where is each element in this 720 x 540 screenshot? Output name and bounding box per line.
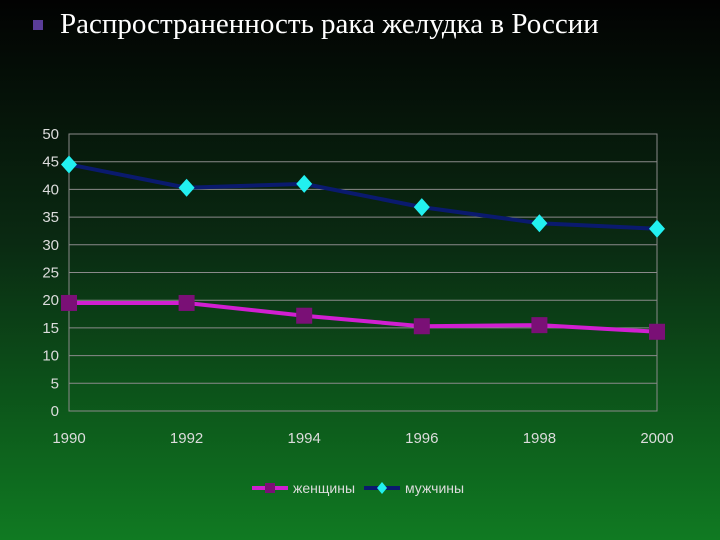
- gridlines: [69, 133, 657, 412]
- slide-title: Распространенность рака желудка в России: [30, 8, 710, 48]
- legend-marker-diamond: [377, 482, 387, 494]
- legend-marker-square: [265, 483, 275, 493]
- y-axis-ticks: 0 5 10 15 20 25 30 35 40 45 50: [42, 126, 59, 420]
- legend-label: женщины: [293, 480, 355, 496]
- y-tick-label: 50: [42, 126, 59, 143]
- x-tick-label: 1994: [288, 430, 321, 447]
- data-point-diamond: [531, 214, 548, 233]
- y-tick-label: 10: [42, 348, 59, 365]
- data-point-square: [61, 294, 77, 311]
- data-point-square: [649, 323, 665, 340]
- x-tick-label: 1998: [523, 430, 556, 447]
- legend-label: мужчины: [405, 480, 464, 496]
- data-point-square: [296, 307, 313, 324]
- legend: женщины мужчины: [252, 480, 464, 496]
- y-tick-label: 35: [42, 209, 59, 226]
- series-markers: [61, 155, 665, 340]
- square-bullet-icon: [33, 20, 43, 30]
- data-point-square: [178, 294, 195, 311]
- y-tick-label: 25: [42, 265, 59, 282]
- data-point-diamond: [413, 198, 430, 217]
- y-tick-label: 15: [42, 320, 59, 337]
- x-tick-label: 1996: [405, 430, 438, 447]
- y-tick-label: 0: [51, 403, 59, 420]
- data-point-diamond: [649, 219, 665, 238]
- series-lines: [68, 162, 658, 334]
- y-tick-label: 45: [42, 154, 59, 171]
- x-tick-label: 1990: [52, 430, 85, 447]
- x-axis-ticks: 1990 1992 1994 1996 1998 2000: [52, 430, 673, 447]
- data-point-square: [531, 317, 548, 334]
- x-tick-label: 1992: [170, 430, 203, 447]
- y-tick-label: 20: [42, 292, 59, 309]
- data-point-square: [413, 318, 430, 335]
- title-text: Распространенность рака желудка в России: [60, 8, 599, 40]
- data-point-diamond: [178, 178, 195, 197]
- y-tick-label: 30: [42, 237, 59, 254]
- x-tick-label: 2000: [640, 430, 673, 447]
- series-line-1: [69, 300, 658, 334]
- y-tick-label: 40: [42, 181, 59, 198]
- plot-area: [68, 133, 658, 412]
- series-line-2: [68, 162, 658, 231]
- y-tick-label: 5: [51, 375, 59, 392]
- data-point-diamond: [296, 174, 313, 193]
- data-point-diamond: [61, 155, 77, 174]
